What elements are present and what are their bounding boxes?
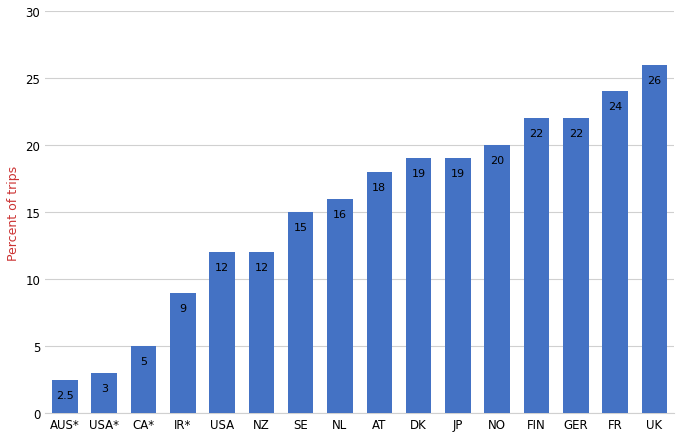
Text: 26: 26 xyxy=(648,75,661,85)
Text: 5: 5 xyxy=(140,357,147,366)
Bar xyxy=(602,92,628,413)
Text: 18: 18 xyxy=(373,183,386,192)
Text: 20: 20 xyxy=(490,156,504,166)
Text: 24: 24 xyxy=(608,102,622,112)
Bar xyxy=(249,253,274,413)
Y-axis label: Percent of trips: Percent of trips xyxy=(7,165,20,260)
Bar xyxy=(52,380,78,413)
Bar xyxy=(288,212,313,413)
Bar xyxy=(91,373,117,413)
Bar xyxy=(524,119,550,413)
Text: 2.5: 2.5 xyxy=(56,390,74,400)
Text: 19: 19 xyxy=(411,169,426,179)
Text: 3: 3 xyxy=(101,383,108,393)
Text: 15: 15 xyxy=(294,223,308,233)
Bar xyxy=(209,253,235,413)
Text: 12: 12 xyxy=(254,263,268,273)
Bar xyxy=(328,199,353,413)
Bar xyxy=(445,159,471,413)
Bar xyxy=(170,293,195,413)
Text: 22: 22 xyxy=(529,129,543,139)
Text: 16: 16 xyxy=(333,209,347,219)
Bar xyxy=(563,119,588,413)
Text: 19: 19 xyxy=(451,169,465,179)
Bar xyxy=(642,65,667,413)
Bar xyxy=(131,346,156,413)
Text: 22: 22 xyxy=(569,129,583,139)
Bar xyxy=(366,173,392,413)
Text: 12: 12 xyxy=(215,263,229,273)
Text: 9: 9 xyxy=(179,303,187,313)
Bar xyxy=(406,159,431,413)
Bar xyxy=(484,146,510,413)
